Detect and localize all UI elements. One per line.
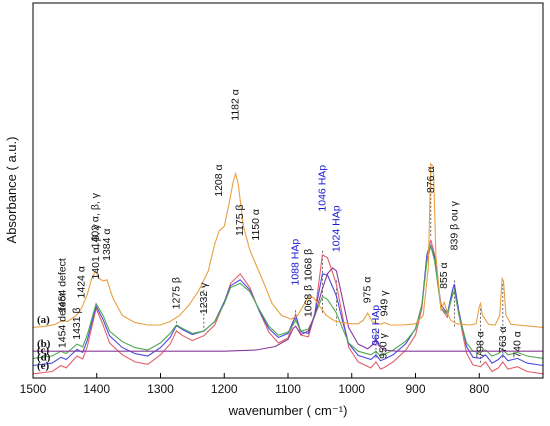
peak-label: 1175 β bbox=[234, 204, 246, 236]
peak-label: 1232 γ bbox=[198, 282, 210, 314]
peak-label: 876 α bbox=[425, 167, 437, 194]
spectrum-trace-d bbox=[32, 243, 544, 367]
peak-label: 1046 HAp bbox=[316, 165, 328, 212]
x-tick-label: 900 bbox=[405, 382, 425, 396]
peak-label: 763 α bbox=[497, 326, 509, 353]
trace-labels: (e)(d)(c)(b) (a) bbox=[37, 314, 51, 372]
peak-label: 1275 β bbox=[170, 277, 182, 309]
spectrum-trace-c bbox=[32, 245, 544, 359]
x-tick-label: 1000 bbox=[338, 382, 365, 396]
x-tick-label: 1500 bbox=[20, 382, 47, 396]
trace-label-b: (b) bbox=[37, 338, 51, 350]
peak-label: 1424 α bbox=[75, 266, 87, 298]
peak-label: 950 γ bbox=[378, 332, 390, 358]
x-tick-label: 1200 bbox=[211, 382, 238, 396]
trace-label-a: (a) bbox=[37, 314, 50, 326]
x-tick-label: 1100 bbox=[275, 382, 301, 396]
trace-label-d: (d) bbox=[37, 352, 51, 364]
x-tick-label: 800 bbox=[469, 382, 489, 396]
reference-lines bbox=[176, 167, 504, 363]
peak-label: 1401 α, β, γ bbox=[90, 224, 102, 280]
peak-label: 1150 α bbox=[250, 209, 262, 241]
peak-label: 1182 α bbox=[230, 89, 242, 121]
plot-frame bbox=[32, 2, 544, 379]
peak-label: 1454 defect bbox=[56, 258, 68, 313]
peak-label: 855 α bbox=[438, 262, 450, 289]
spectrum-trace-a bbox=[32, 162, 544, 328]
peak-label: 1024 HAp bbox=[330, 205, 342, 252]
trace-label-e: (e) bbox=[37, 360, 50, 372]
spectra-traces bbox=[32, 162, 544, 375]
y-axis-title: Absorbance ( a.u.) bbox=[4, 137, 19, 244]
peak-annotations: 1454 defect 1431 β 1401 α, β, γ 1275 β 1232 … bbox=[56, 89, 523, 359]
peak-label: 1068 β bbox=[302, 249, 314, 281]
peak-label: 1402 α, β, γ bbox=[89, 192, 101, 248]
peak-label: 798 α bbox=[475, 331, 487, 358]
peak-label: 949 γ bbox=[378, 290, 390, 316]
spectrum-trace-b bbox=[33, 267, 543, 352]
peak-label: 1431 β bbox=[71, 307, 83, 339]
peak-label: 1068 β bbox=[302, 285, 314, 317]
peak-label: 839 β ou γ bbox=[448, 200, 460, 250]
peak-label: 1208 α bbox=[213, 164, 225, 196]
peak-label: 1384 α bbox=[101, 229, 113, 261]
peak-label: 1088 HAp bbox=[290, 239, 302, 286]
x-axis-ticks: 1500 1400 1300 1200 1100 1000 900 800 bbox=[20, 373, 490, 396]
peak-label: 962 HAp bbox=[370, 305, 382, 346]
peak-label: 975 α bbox=[362, 277, 374, 304]
peak-label: 740 α bbox=[512, 331, 524, 358]
peak-label: 1454 defect bbox=[56, 293, 68, 348]
x-tick-label: 1400 bbox=[83, 382, 110, 396]
x-axis-title: wavenumber ( cm⁻¹) bbox=[228, 403, 348, 418]
x-tick-label: 1300 bbox=[147, 382, 174, 396]
trace-label-c: (c) bbox=[37, 345, 50, 357]
